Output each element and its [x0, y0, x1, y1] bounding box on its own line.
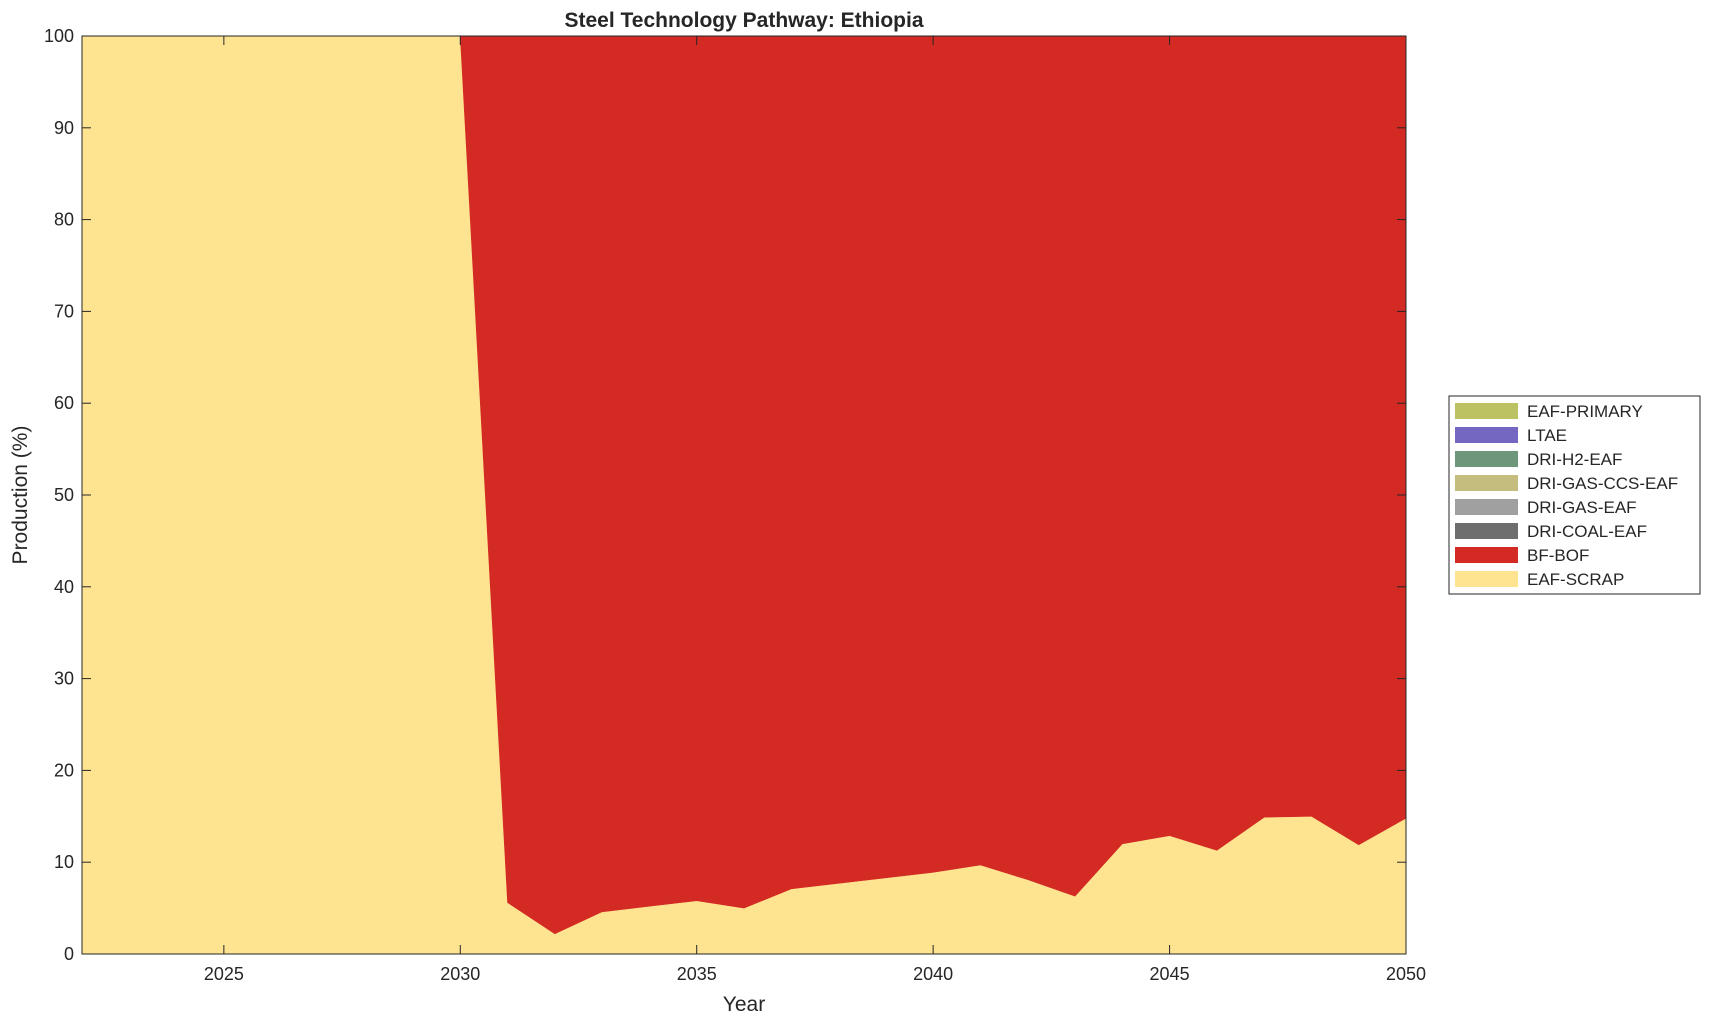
y-tick-label: 10: [54, 852, 74, 872]
x-tick-label: 2040: [913, 964, 953, 984]
x-tick-label: 2025: [204, 964, 244, 984]
y-tick-label: 30: [54, 669, 74, 689]
legend-swatch-dri-h2-eaf: [1455, 451, 1518, 467]
legend-label-dri-gas-eaf: DRI-GAS-EAF: [1527, 498, 1637, 517]
x-tick-label: 2050: [1386, 964, 1426, 984]
y-tick-label: 100: [44, 26, 74, 46]
legend-label-dri-coal-eaf: DRI-COAL-EAF: [1527, 522, 1647, 541]
y-tick-label: 80: [54, 210, 74, 230]
x-tick-label: 2035: [677, 964, 717, 984]
y-axis-label: Production (%): [9, 426, 32, 565]
legend-label-eaf-scrap: EAF-SCRAP: [1527, 570, 1624, 589]
legend-label-dri-h2-eaf: DRI-H2-EAF: [1527, 450, 1622, 469]
legend-swatch-eaf-primary: [1455, 403, 1518, 419]
legend-label-eaf-primary: EAF-PRIMARY: [1527, 402, 1643, 421]
legend-swatch-eaf-scrap: [1455, 571, 1518, 587]
legend: EAF-PRIMARY LTAE DRI-H2-EAF DRI-GAS-CCS-EAF…: [1448, 395, 1701, 595]
area-layers: [81, 35, 1407, 955]
y-tick-label: 40: [54, 577, 74, 597]
legend-label-ltae: LTAE: [1527, 426, 1567, 445]
y-tick-label: 60: [54, 393, 74, 413]
legend-label-dri-gas-ccs-eaf: DRI-GAS-CCS-EAF: [1527, 474, 1678, 493]
x-tick-label: 2045: [1150, 964, 1190, 984]
x-tick-label: 2030: [440, 964, 480, 984]
legend-swatch-dri-gas-ccs-eaf: [1455, 475, 1518, 491]
y-tick-label: 90: [54, 118, 74, 138]
y-tick-label: 70: [54, 301, 74, 321]
legend-swatch-dri-gas-eaf: [1455, 499, 1518, 515]
legend-label-bf-bof: BF-BOF: [1527, 546, 1589, 565]
x-axis-label: Year: [723, 993, 765, 1016]
legend-swatch-dri-coal-eaf: [1455, 523, 1518, 539]
y-tick-label: 50: [54, 485, 74, 505]
legend-swatch-ltae: [1455, 427, 1518, 443]
chart-title: Steel Technology Pathway: Ethiopia: [565, 9, 924, 32]
y-tick-label: 20: [54, 760, 74, 780]
axis-ticks: 2025 2030 2035 2040 2045 20500102030405060708…: [44, 26, 1426, 984]
legend-swatch-bf-bof: [1455, 547, 1518, 563]
y-tick-label: 0: [64, 944, 74, 964]
